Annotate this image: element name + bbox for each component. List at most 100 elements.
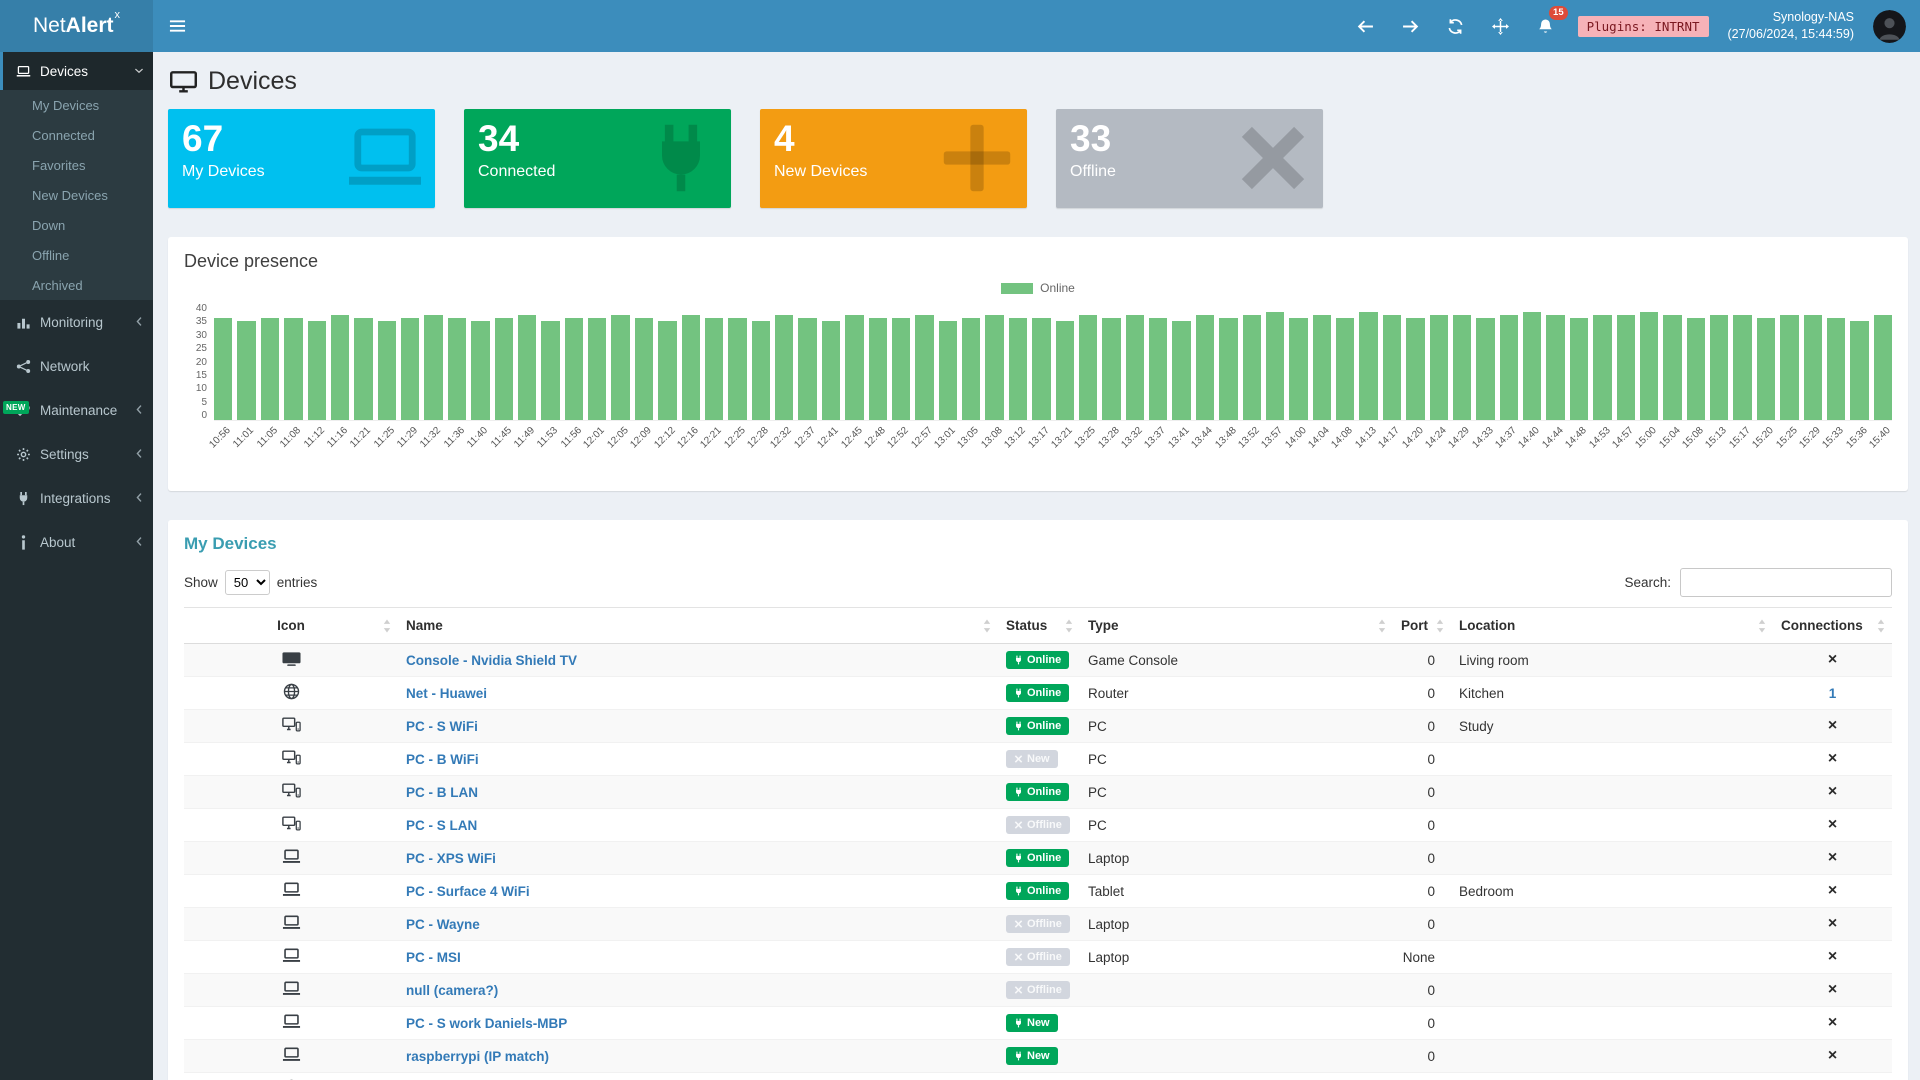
column-header-port[interactable]: Port xyxy=(1393,607,1451,644)
chart-bar[interactable]: 14:04 xyxy=(1306,303,1332,450)
chart-bar[interactable]: 11:53 xyxy=(535,303,560,450)
plugins-status-label[interactable]: Plugins: INTRNT xyxy=(1577,15,1709,37)
entries-select[interactable]: 50 xyxy=(224,570,270,595)
chart-bar[interactable]: 14:33 xyxy=(1470,303,1495,450)
chart-bar[interactable]: 13:41 xyxy=(1166,303,1192,450)
chart-bar[interactable]: 14:44 xyxy=(1540,303,1566,450)
sidebar-item-offline[interactable]: Offline xyxy=(32,247,70,263)
sidebar-item-connected[interactable]: Connected xyxy=(32,127,95,143)
sort-icon[interactable] xyxy=(1065,619,1073,632)
chart-bar[interactable]: 14:53 xyxy=(1587,303,1612,450)
sidebar-item-archived[interactable]: Archived xyxy=(32,277,83,293)
chart-bar[interactable]: 15:40 xyxy=(1867,303,1893,450)
chart-bar[interactable]: 11:56 xyxy=(559,303,584,450)
sidebar-toggle-button[interactable] xyxy=(153,0,201,52)
infobox-offline[interactable]: 33 Offline xyxy=(1056,109,1323,208)
chart-bar[interactable]: 15:13 xyxy=(1704,303,1729,450)
chart-bar[interactable]: 11:49 xyxy=(512,303,537,450)
chart-bar[interactable]: 14:13 xyxy=(1353,303,1379,450)
move-button[interactable] xyxy=(1488,13,1514,39)
sidebar-item-down[interactable]: Down xyxy=(32,217,66,233)
device-name-link[interactable]: PC - S work Daniels-MBP xyxy=(406,1015,568,1031)
sidebar-item-maintenance[interactable]: Maintenance NEW xyxy=(0,388,153,432)
device-name-link[interactable]: null (camera?) xyxy=(406,982,499,998)
chart-bar[interactable]: 15:36 xyxy=(1844,303,1869,450)
device-name-link[interactable]: PC - B LAN xyxy=(406,784,478,800)
chart-bar[interactable]: 15:04 xyxy=(1657,303,1682,450)
infobox-connected[interactable]: 34 Connected xyxy=(464,109,731,208)
device-name-link[interactable]: Console - Nvidia Shield TV xyxy=(406,652,578,668)
chart-bar[interactable]: 13:28 xyxy=(1096,303,1121,450)
chart-bar[interactable]: 14:20 xyxy=(1400,303,1425,450)
chart-bar[interactable]: 14:48 xyxy=(1563,303,1589,450)
device-name-link[interactable]: Net - Huawei xyxy=(406,685,488,701)
chart-bar[interactable]: 13:12 xyxy=(1002,303,1028,450)
chart-bar[interactable]: 13:08 xyxy=(979,303,1005,450)
chart-bar[interactable]: 11:25 xyxy=(372,303,397,450)
sidebar-item-favorites[interactable]: Favorites xyxy=(32,157,86,173)
sidebar-item-about[interactable]: About xyxy=(0,520,153,564)
chart-bar[interactable]: 11:16 xyxy=(325,303,350,450)
chart-bar[interactable]: 14:57 xyxy=(1610,303,1636,450)
sort-icon[interactable] xyxy=(383,619,391,632)
chart-bar[interactable]: 12:28 xyxy=(745,303,771,450)
chart-bar[interactable]: 14:17 xyxy=(1376,303,1402,450)
column-header-location[interactable]: Location xyxy=(1451,607,1773,644)
chart-bar[interactable]: 11:29 xyxy=(395,303,420,450)
chart-bar[interactable]: 14:00 xyxy=(1283,303,1308,450)
column-header-type[interactable]: Type xyxy=(1080,607,1393,644)
device-name-link[interactable]: PC - XPS WiFi xyxy=(406,850,496,866)
device-name-link[interactable]: PC - B WiFi xyxy=(406,751,479,767)
chart-bar[interactable]: 11:32 xyxy=(419,303,444,450)
sidebar-item-my-devices[interactable]: My Devices xyxy=(32,97,100,113)
device-name-link[interactable]: PC - Surface 4 WiFi xyxy=(406,883,530,899)
sort-icon[interactable] xyxy=(1758,619,1766,632)
avatar[interactable] xyxy=(1873,9,1906,43)
chart-bar[interactable]: 12:09 xyxy=(628,303,654,450)
chart-bar[interactable]: 13:17 xyxy=(1026,303,1051,450)
chart-bar[interactable]: 12:05 xyxy=(605,303,631,450)
chart-bar[interactable]: 13:32 xyxy=(1119,303,1145,450)
chart-bar[interactable]: 10:56 xyxy=(208,303,233,450)
chart-bar[interactable]: 11:12 xyxy=(302,303,327,450)
sort-icon[interactable] xyxy=(1378,619,1386,632)
connections-link[interactable]: 1 xyxy=(1828,685,1837,701)
device-name-link[interactable]: PC - S WiFi xyxy=(406,718,478,734)
column-header-connections[interactable]: Connections xyxy=(1773,607,1892,644)
chart-bar[interactable]: 12:57 xyxy=(909,303,934,450)
chart-bar[interactable]: 15:25 xyxy=(1774,303,1799,450)
chart-bar[interactable]: 13:48 xyxy=(1213,303,1238,450)
chart-bar[interactable]: 12:52 xyxy=(886,303,911,450)
refresh-button[interactable] xyxy=(1443,13,1469,39)
chart-bar[interactable]: 13:01 xyxy=(932,303,958,450)
infobox-new-devices[interactable]: 4 New Devices xyxy=(760,109,1027,208)
chart-bar[interactable]: 11:01 xyxy=(232,303,257,450)
chart-bar[interactable]: 12:41 xyxy=(815,303,841,450)
sidebar-item-new-devices[interactable]: New Devices xyxy=(32,187,108,203)
chart-bar[interactable]: 12:32 xyxy=(769,303,794,450)
forward-button[interactable] xyxy=(1398,13,1424,39)
chart-bar[interactable]: 14:37 xyxy=(1493,303,1519,450)
chart-bar[interactable]: 15:29 xyxy=(1797,303,1823,450)
app-logo[interactable]: NetAlertx xyxy=(0,0,153,52)
chart-bar[interactable]: 12:48 xyxy=(862,303,888,450)
chart-bar[interactable]: 11:36 xyxy=(442,303,467,450)
chart-bar[interactable]: 11:05 xyxy=(255,303,280,450)
chart-bar[interactable]: 13:21 xyxy=(1049,303,1075,450)
chart-bar[interactable]: 15:00 xyxy=(1634,303,1659,450)
chart-bar[interactable]: 13:37 xyxy=(1143,303,1168,450)
sort-icon[interactable] xyxy=(983,619,991,632)
chart-bar[interactable]: 12:45 xyxy=(839,303,864,450)
chart-bar[interactable]: 12:25 xyxy=(722,303,747,450)
chart-bar[interactable]: 11:21 xyxy=(348,303,373,450)
chart-bar[interactable]: 12:01 xyxy=(582,303,607,450)
chart-bar[interactable]: 14:29 xyxy=(1447,303,1472,450)
chart-bar[interactable]: 13:57 xyxy=(1260,303,1285,450)
column-header-status[interactable]: Status xyxy=(998,607,1080,644)
chart-bar[interactable]: 13:52 xyxy=(1236,303,1262,450)
chart-bar[interactable]: 12:21 xyxy=(699,303,724,450)
column-header-name[interactable]: Name xyxy=(398,607,998,644)
column-header-icon[interactable]: Icon xyxy=(184,607,398,644)
chart-bar[interactable]: 15:20 xyxy=(1750,303,1776,450)
infobox-my-devices[interactable]: 67 My Devices xyxy=(168,109,435,208)
